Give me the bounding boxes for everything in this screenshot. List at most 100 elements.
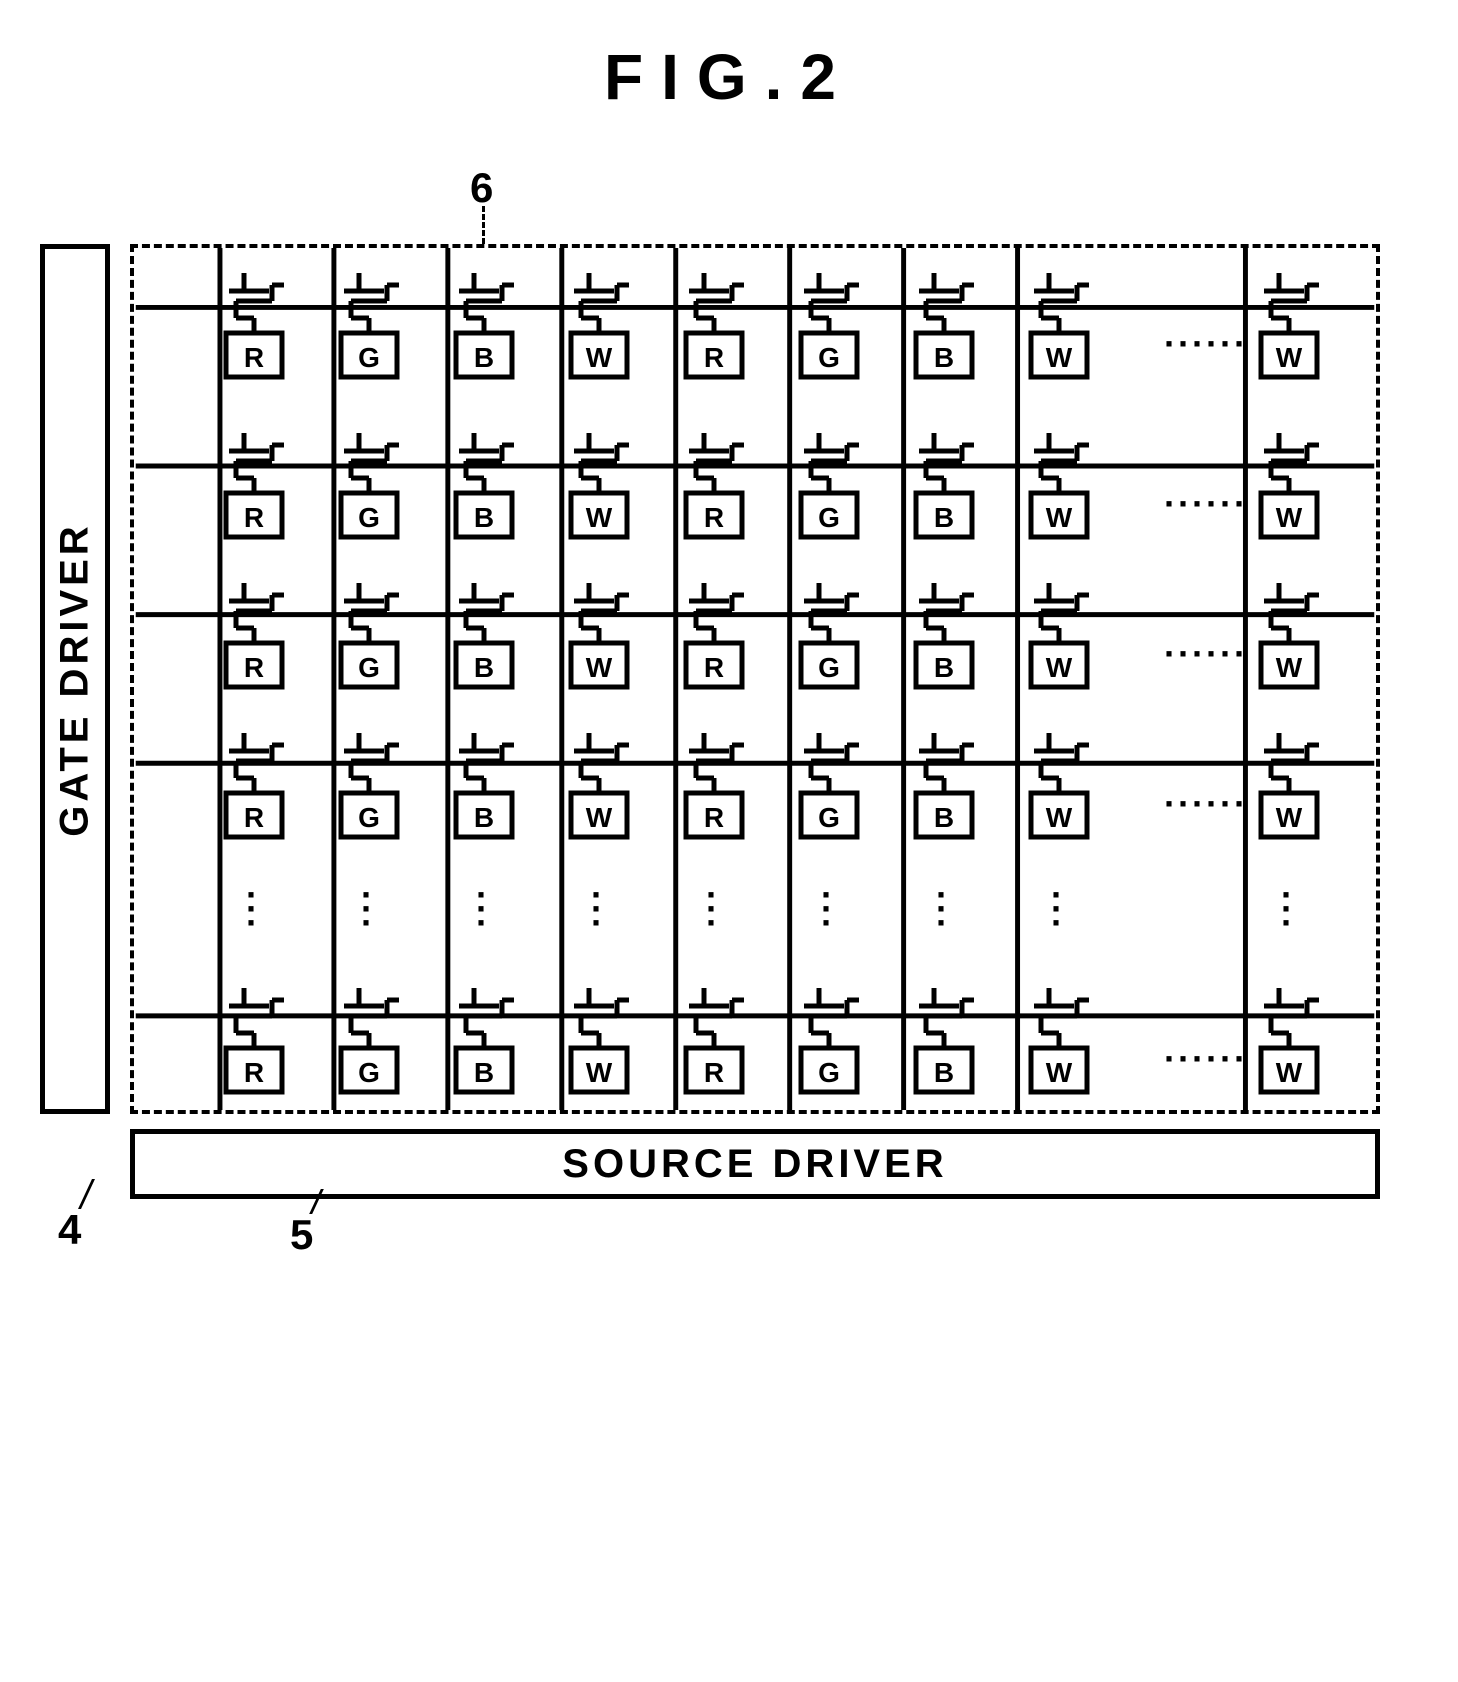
pixel-cell: B: [904, 733, 984, 843]
svg-text:W: W: [1046, 802, 1073, 833]
svg-text:B: B: [934, 652, 954, 683]
pixel-cell: W: [559, 433, 639, 543]
svg-text:R: R: [244, 502, 264, 533]
pixel-cell: W: [1019, 988, 1099, 1098]
pixel-cell: B: [904, 988, 984, 1098]
vertical-ellipsis: · · ·: [361, 888, 375, 930]
svg-text:G: G: [358, 502, 380, 533]
pixel-cell: B: [444, 988, 524, 1098]
pixel-cell: B: [444, 273, 524, 383]
pixel-cell: G: [789, 583, 869, 693]
svg-text:W: W: [1276, 502, 1303, 533]
horizontal-ellipsis: ······: [1164, 483, 1248, 525]
svg-text:G: G: [818, 802, 840, 833]
vertical-ellipsis: · · ·: [821, 888, 835, 930]
svg-text:W: W: [586, 342, 613, 373]
horizontal-ellipsis: ······: [1164, 1038, 1248, 1080]
vertical-ellipsis: · · ·: [1051, 888, 1065, 930]
pixel-cell: G: [329, 733, 409, 843]
svg-text:W: W: [1046, 652, 1073, 683]
svg-text:W: W: [586, 802, 613, 833]
svg-text:W: W: [586, 652, 613, 683]
svg-text:R: R: [244, 342, 264, 373]
svg-text:B: B: [474, 1057, 494, 1088]
svg-text:G: G: [358, 652, 380, 683]
pixel-cell: R: [674, 273, 754, 383]
layout: GATE DRIVER 4 RGBWRGBW······WRGBWRGBW···…: [40, 234, 1418, 1199]
svg-text:B: B: [934, 1057, 954, 1088]
svg-text:W: W: [586, 1057, 613, 1088]
reference-6-label: 6: [470, 164, 493, 212]
svg-text:B: B: [474, 342, 494, 373]
gate-driver-block: GATE DRIVER: [40, 244, 110, 1114]
pixel-cell: R: [214, 273, 294, 383]
pixel-cell: B: [444, 733, 524, 843]
pixel-cell: W: [1249, 433, 1329, 543]
pixel-cell: G: [789, 733, 869, 843]
svg-text:G: G: [358, 342, 380, 373]
pixel-cell: B: [904, 273, 984, 383]
svg-text:R: R: [244, 802, 264, 833]
pixel-cell: W: [1249, 273, 1329, 383]
pixel-cell: W: [1019, 433, 1099, 543]
vertical-ellipsis: · · ·: [476, 888, 490, 930]
svg-text:R: R: [704, 502, 724, 533]
pixel-array-area: RGBWRGBW······WRGBWRGBW······WRGBWRGBW··…: [130, 244, 1380, 1114]
pixel-cell: R: [214, 433, 294, 543]
pixel-cell: B: [444, 583, 524, 693]
svg-text:W: W: [1276, 1057, 1303, 1088]
horizontal-ellipsis: ······: [1164, 633, 1248, 675]
pixel-cell: W: [1249, 733, 1329, 843]
pixel-cell: W: [559, 583, 639, 693]
svg-text:B: B: [474, 502, 494, 533]
pixel-cell: W: [559, 988, 639, 1098]
pixel-cell: W: [1019, 273, 1099, 383]
vertical-ellipsis: · · ·: [1281, 888, 1295, 930]
vertical-ellipsis: · · ·: [936, 888, 950, 930]
pixel-cell: B: [904, 583, 984, 693]
horizontal-ellipsis: ······: [1164, 783, 1248, 825]
svg-text:R: R: [704, 342, 724, 373]
pixel-cell: G: [789, 988, 869, 1098]
svg-text:B: B: [934, 802, 954, 833]
source-driver-label: SOURCE DRIVER: [562, 1142, 947, 1187]
svg-text:W: W: [1276, 652, 1303, 683]
svg-text:G: G: [818, 652, 840, 683]
svg-text:W: W: [1046, 1057, 1073, 1088]
source-driver-block: SOURCE DRIVER: [130, 1129, 1380, 1199]
svg-text:B: B: [934, 342, 954, 373]
reference-5-label: 5: [290, 1211, 313, 1259]
svg-text:G: G: [358, 802, 380, 833]
reference-4-label: 4: [58, 1206, 81, 1254]
pixel-cell: G: [329, 433, 409, 543]
svg-text:R: R: [704, 652, 724, 683]
pixel-cell: R: [674, 583, 754, 693]
svg-text:G: G: [358, 1057, 380, 1088]
pixel-cell: R: [674, 733, 754, 843]
pixel-cell: W: [1249, 988, 1329, 1098]
svg-text:R: R: [244, 1057, 264, 1088]
svg-text:G: G: [818, 502, 840, 533]
figure-2: FIG.2 6 GATE DRIVER 4 RGBWRGBW······WRGB…: [40, 40, 1418, 1199]
reference-4-leader: [78, 1179, 112, 1209]
pixel-cell: W: [1019, 583, 1099, 693]
pixel-cell: B: [444, 433, 524, 543]
svg-text:W: W: [1046, 342, 1073, 373]
pixel-cell: W: [1249, 583, 1329, 693]
figure-title: FIG.2: [40, 40, 1418, 114]
svg-text:G: G: [818, 342, 840, 373]
pixel-cell: R: [674, 988, 754, 1098]
svg-text:R: R: [244, 652, 264, 683]
vertical-ellipsis: · · ·: [591, 888, 605, 930]
pixel-cell: G: [789, 273, 869, 383]
grid-lines: [134, 248, 1376, 1110]
svg-text:G: G: [818, 1057, 840, 1088]
vertical-ellipsis: · · ·: [706, 888, 720, 930]
pixel-cell: G: [789, 433, 869, 543]
gate-driver-label: GATE DRIVER: [53, 522, 98, 836]
right-column: RGBWRGBW······WRGBWRGBW······WRGBWRGBW··…: [130, 234, 1418, 1199]
svg-text:R: R: [704, 1057, 724, 1088]
svg-text:B: B: [934, 502, 954, 533]
pixel-cell: R: [214, 733, 294, 843]
svg-text:W: W: [1276, 342, 1303, 373]
